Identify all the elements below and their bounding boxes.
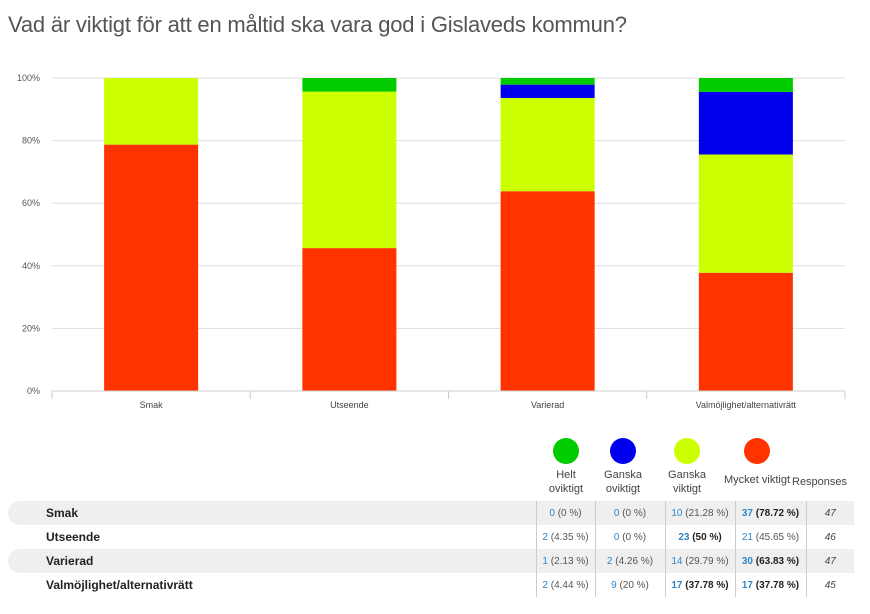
results-table: Smak 0 (0 %) 0 (0 %) 10 (21.28 %) 37 (78.72 … <box>8 501 854 597</box>
bar-segment <box>104 78 199 145</box>
y-tick-label: 40% <box>22 261 40 271</box>
table-cell: 0 (0 %) <box>594 501 665 525</box>
legend-label: Ganska oviktigt <box>604 469 642 495</box>
legend-item-ganska-oviktigt: Ganska oviktigt <box>588 438 658 496</box>
legend-dot-ganska-viktigt <box>674 438 700 464</box>
y-tick-label: 20% <box>22 323 40 333</box>
table-cell: 2 (4.35 %) <box>535 525 595 549</box>
table-cell: 2 (4.44 %) <box>535 573 595 597</box>
cell-count: 14 <box>671 555 683 567</box>
cell-percent: (45.65 %) <box>755 531 800 543</box>
legend-label: Helt oviktigt <box>548 469 584 495</box>
responses-count: 46 <box>805 525 854 549</box>
x-tick-label: Utseende <box>330 400 369 410</box>
cell-percent: (4.44 %) <box>550 579 589 591</box>
cell-count: 2 <box>606 555 613 567</box>
cell-percent: (2.13 %) <box>550 555 589 567</box>
responses-count: 47 <box>805 501 854 525</box>
cell-count: 0 <box>549 507 555 519</box>
cell-percent: (29.79 %) <box>685 555 729 567</box>
table-row: Varierad 1 (2.13 %) 2 (4.26 %) 14 (29.79 %)… <box>8 549 854 573</box>
y-tick-label: 60% <box>22 198 40 208</box>
cell-count: 9 <box>611 579 617 591</box>
legend-label: Mycket viktigt <box>723 474 790 486</box>
responses-count: 47 <box>805 549 854 573</box>
table-row: Valmöjlighet/alternativrätt 2 (4.44 %) 9 (… <box>8 573 854 597</box>
cell-count: 17 <box>741 579 753 591</box>
cell-percent: (4.26 %) <box>615 555 654 567</box>
bar-segment <box>698 78 793 92</box>
cell-count: 10 <box>671 507 683 519</box>
table-row: Utseende 2 (4.35 %) 0 (0 %) 23 (50 %) 21 (45… <box>8 525 854 549</box>
x-tick-label: Valmöjlighet/alternativrätt <box>696 400 797 410</box>
table-row: Smak 0 (0 %) 0 (0 %) 10 (21.28 %) 37 (78.72 … <box>8 501 854 525</box>
legend-item-ganska-viktigt: Ganska viktigt <box>652 438 722 496</box>
y-tick-label: 0% <box>27 386 40 396</box>
cell-count: 1 <box>542 555 548 567</box>
responses-count: 45 <box>805 573 854 597</box>
cell-percent: (63.83 %) <box>755 555 800 567</box>
responses-header: Responses <box>792 476 848 488</box>
bar-segment <box>302 248 397 391</box>
table-cell: 10 (21.28 %) <box>664 501 735 525</box>
bar-segment <box>698 91 793 155</box>
cell-percent: (4.35 %) <box>550 531 589 543</box>
bar-segment <box>698 272 793 391</box>
row-label: Varierad <box>8 549 536 573</box>
legend-dot-helt-oviktigt <box>553 438 579 464</box>
legend-item-helt-oviktigt: Helt oviktigt <box>531 438 601 496</box>
cell-count: 23 <box>678 531 690 543</box>
cell-percent: (0 %) <box>557 507 582 519</box>
cell-count: 21 <box>741 531 753 543</box>
cell-percent: (50 %) <box>692 531 722 543</box>
table-cell: 1 (2.13 %) <box>535 549 595 573</box>
cell-percent: (20 %) <box>619 579 649 591</box>
cell-percent: (37.78 %) <box>685 579 729 591</box>
bar-segment <box>500 77 595 85</box>
x-tick-label: Smak <box>140 400 164 410</box>
x-tick-label: Varierad <box>531 400 564 410</box>
bar-segment <box>698 154 793 273</box>
cell-percent: (21.28 %) <box>685 507 729 519</box>
bar-segment <box>302 78 397 92</box>
bar-segment <box>500 97 595 192</box>
bar-segment <box>500 191 595 391</box>
legend-label: Ganska viktigt <box>668 469 706 495</box>
table-cell: 17 (37.78 %) <box>664 573 735 597</box>
cell-count: 0 <box>613 531 620 543</box>
cell-percent: (0 %) <box>622 507 647 519</box>
table-cell: 14 (29.79 %) <box>664 549 735 573</box>
row-label: Utseende <box>46 530 101 544</box>
table-cell: 23 (50 %) <box>664 525 735 549</box>
cell-percent: (78.72 %) <box>755 507 800 519</box>
cell-count: 30 <box>741 555 753 567</box>
table-cell: 0 (0 %) <box>594 525 665 549</box>
table-cell: 17 (37.78 %) <box>734 573 806 597</box>
table-cell: 30 (63.83 %) <box>734 549 806 573</box>
bar-segment <box>500 84 595 98</box>
bar-segment <box>302 91 397 249</box>
cell-count: 0 <box>613 507 620 519</box>
table-cell: 21 (45.65 %) <box>734 525 806 549</box>
cell-count: 17 <box>671 579 683 591</box>
table-cell: 2 (4.26 %) <box>594 549 665 573</box>
bar-segment <box>104 144 199 391</box>
legend-item-mycket-viktigt: Mycket viktigt <box>722 438 792 487</box>
table-cell: 9 (20 %) <box>594 573 665 597</box>
row-label: Valmöjlighet/alternativrätt <box>46 578 193 592</box>
table-cell: 0 (0 %) <box>535 501 595 525</box>
stacked-bar-chart: 0% 20% 40% 60% 80% 100% Smak Utseende Varierad Va… <box>17 73 846 410</box>
cell-count: 2 <box>542 531 548 543</box>
y-tick-label: 80% <box>22 136 40 146</box>
cell-count: 37 <box>741 507 753 519</box>
cell-percent: (37.78 %) <box>755 579 800 591</box>
row-label: Smak <box>8 501 536 525</box>
chart-title: Vad är viktigt för att en måltid ska var… <box>8 12 627 37</box>
cell-count: 2 <box>542 579 548 591</box>
legend-dot-mycket-viktigt <box>744 438 770 464</box>
cell-percent: (0 %) <box>622 531 647 543</box>
legend-dot-ganska-oviktigt <box>610 438 636 464</box>
y-tick-label: 100% <box>17 73 40 83</box>
table-cell: 37 (78.72 %) <box>734 501 806 525</box>
